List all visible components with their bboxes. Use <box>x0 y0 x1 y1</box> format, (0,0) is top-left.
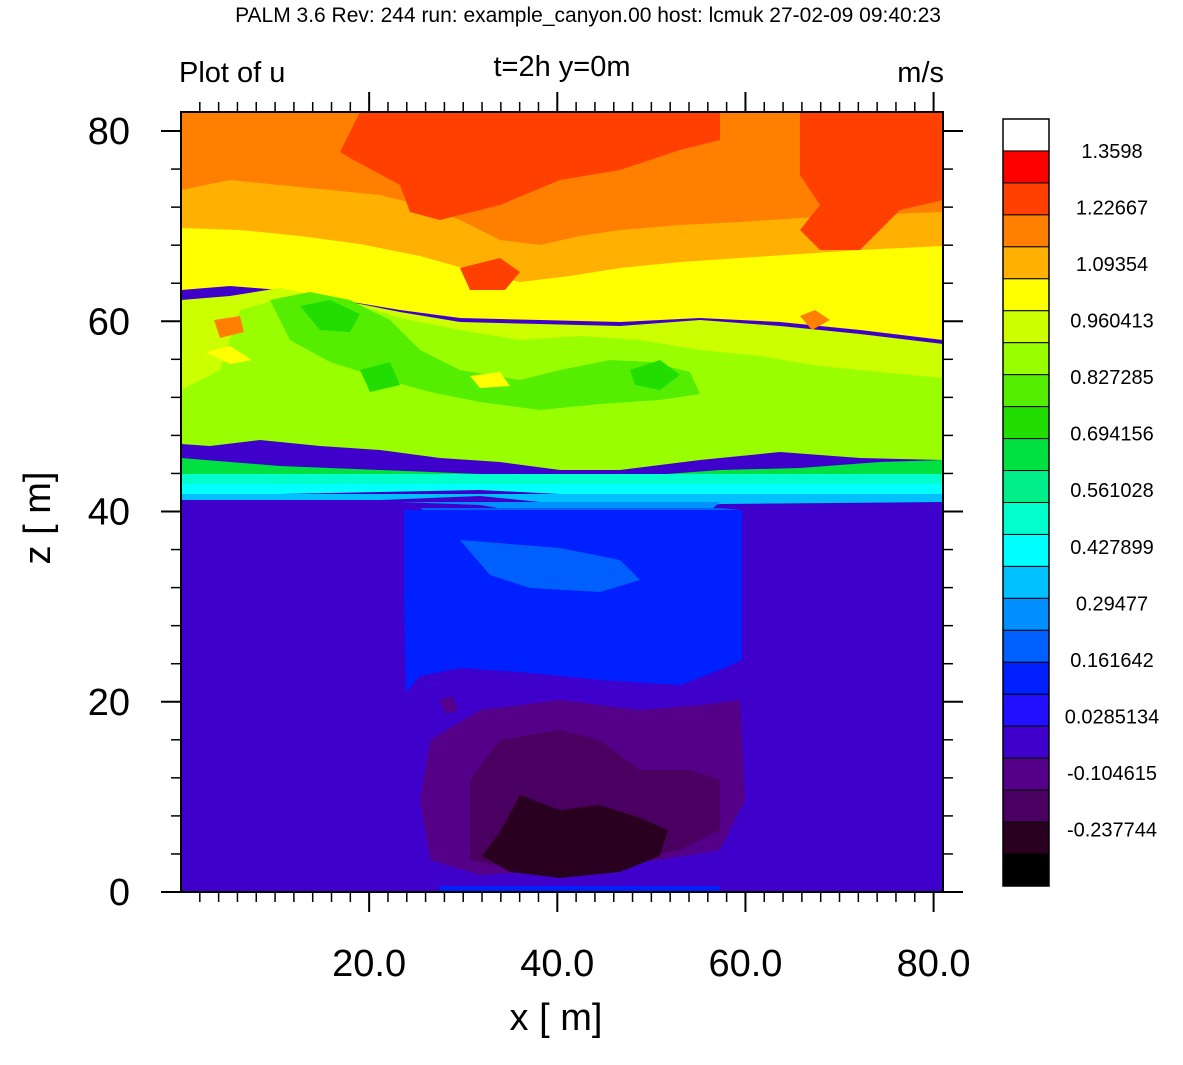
contour-field <box>181 112 943 892</box>
plot-title-left: Plot of u <box>179 57 285 89</box>
band-green-5 <box>630 360 680 390</box>
colorbar-swatch <box>1002 789 1050 823</box>
colorbar-swatch <box>1002 533 1050 567</box>
colorbar-swatch <box>1002 853 1050 887</box>
x-tick-label: 60.0 <box>708 943 782 985</box>
x-tick-label: 20.0 <box>332 943 406 985</box>
colorbar-swatch <box>1002 725 1050 759</box>
colorbar-label: -0.104615 <box>1067 763 1157 785</box>
colorbar-swatch <box>1002 278 1050 312</box>
colorbar-swatch <box>1002 182 1050 216</box>
colorbar-label: 0.29477 <box>1076 593 1148 615</box>
band-green-3 <box>300 300 360 332</box>
plot-frame <box>180 111 944 893</box>
colorbar-label: 0.0285134 <box>1065 706 1160 728</box>
band-cyan-green <box>181 474 943 484</box>
colorbar-swatch <box>1002 597 1050 631</box>
colorbar-swatch <box>1002 693 1050 727</box>
band-light-green <box>181 458 943 478</box>
colorbar-label: 0.827285 <box>1070 367 1153 389</box>
axes <box>161 92 963 912</box>
colorbar-label: 0.427899 <box>1070 537 1153 559</box>
colorbar-swatch <box>1002 310 1050 344</box>
colorbar-swatch <box>1002 342 1050 376</box>
band-orange-spot <box>214 316 244 338</box>
colorbar-swatch <box>1002 821 1050 855</box>
band-ground-blue <box>440 886 720 892</box>
band-orange-spot-right <box>800 310 830 330</box>
band-yellow-spot <box>205 346 252 364</box>
y-tick-label: 80 <box>88 111 130 153</box>
colorbar-label: 0.561028 <box>1070 480 1153 502</box>
x-tick-label: 40.0 <box>520 943 594 985</box>
band-red-orange-right <box>800 112 943 250</box>
run-header: PALM 3.6 Rev: 244 run: example_canyon.00… <box>235 4 941 27</box>
tick-labels: 20.0 40.0 60.0 80.0 0 20 40 60 80 <box>88 111 971 985</box>
band-red-orange <box>340 112 720 220</box>
colorbar-label: 0.694156 <box>1070 424 1153 446</box>
colorbar-label: 1.3598 <box>1081 141 1142 163</box>
y-axis-label: z [ m] <box>17 472 59 565</box>
colorbar: 1.3598 1.22667 1.09354 0.960413 0.827285 0.69… <box>1002 118 1160 887</box>
colorbar-swatch <box>1002 406 1050 440</box>
y-tick-label: 0 <box>109 872 130 914</box>
colorbar-swatch <box>1002 757 1050 791</box>
band-green-2 <box>270 292 700 410</box>
colorbar-swatch <box>1002 118 1050 152</box>
band-green-4 <box>360 362 400 392</box>
colorbar-swatch <box>1002 214 1050 248</box>
plot-title-center: t=2h y=0m <box>493 51 630 83</box>
colorbar-label: 1.22667 <box>1076 198 1148 220</box>
band-cyan <box>181 484 943 496</box>
colorbar-swatch <box>1002 438 1050 472</box>
band-vortex-spot <box>440 696 458 714</box>
colorbar-swatch <box>1002 629 1050 663</box>
colorbar-swatch <box>1002 150 1050 184</box>
colorbar-label: 0.161642 <box>1070 650 1153 672</box>
colorbar-swatch <box>1002 246 1050 280</box>
band-yellow-spot-2 <box>470 372 510 388</box>
x-axis-label: x [ m] <box>510 997 603 1039</box>
colorbar-swatch <box>1002 661 1050 695</box>
colorbar-label: 0.960413 <box>1070 311 1153 333</box>
colorbar-swatch <box>1002 470 1050 503</box>
colorbar-swatch <box>1002 565 1050 599</box>
colorbar-swatch <box>1002 502 1050 535</box>
colorbar-frame <box>1002 118 1050 887</box>
plot-title-units: m/s <box>897 57 944 89</box>
band-vortex-core <box>482 795 668 878</box>
y-tick-label: 40 <box>88 492 130 534</box>
colorbar-label: 1.09354 <box>1076 254 1148 276</box>
x-tick-label: 80.0 <box>897 943 971 985</box>
colorbar-swatch <box>1002 374 1050 408</box>
band-yellow <box>181 228 943 340</box>
colorbar-label: -0.237744 <box>1067 819 1157 841</box>
y-tick-label: 60 <box>88 301 130 343</box>
band-canyon-blue-5 <box>460 540 640 592</box>
band-red-orange-spot <box>460 258 520 290</box>
y-tick-label: 20 <box>88 682 130 724</box>
